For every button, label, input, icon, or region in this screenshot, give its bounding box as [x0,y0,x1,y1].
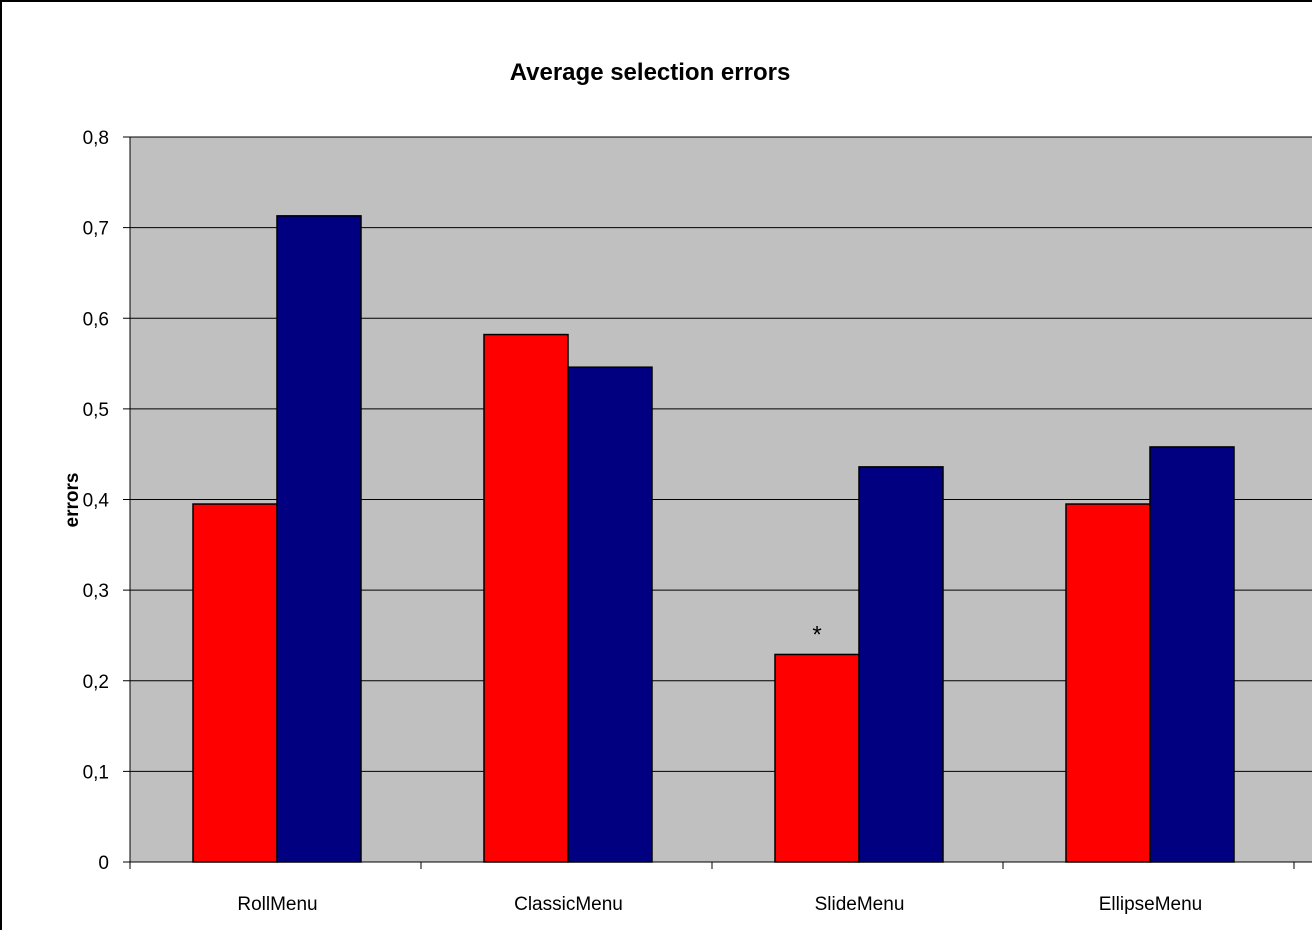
y-axis-ticks: 0 0,1 0,2 0,3 0,4 0,5 0,6 0,7 0,8 [83,128,130,874]
y-tick-label: 0,5 [83,400,109,421]
bar [276,215,362,863]
y-tick-label: 0,1 [83,762,109,783]
x-tick-label: RollMenu [237,894,317,915]
bars [192,215,1235,863]
x-tick-label: ClassicMenu [514,894,623,915]
annotations: * [812,621,821,648]
bar [1065,503,1151,863]
y-tick-label: 0,8 [83,128,109,149]
bar [483,333,569,863]
x-tick-label: EllipseMenu [1099,894,1203,915]
annotation-label: * [812,621,821,648]
y-tick-label: 0 [98,853,109,874]
y-tick-label: 0,7 [83,219,109,240]
x-axis-ticks: RollMenu ClassicMenu SlideMenu EllipseMenu [129,862,1295,915]
bar [858,466,944,863]
bar [774,653,860,863]
y-tick-label: 0,3 [83,581,109,602]
bar [192,503,278,863]
x-tick-label: SlideMenu [815,894,905,915]
y-axis-label: errors [62,473,83,528]
y-tick-label: 0,4 [83,491,110,512]
y-tick-label: 0,6 [83,309,109,330]
bar [567,366,653,863]
bar [1149,446,1235,863]
y-tick-label: 0,2 [83,672,109,693]
chart-title: Average selection errors [510,59,791,86]
